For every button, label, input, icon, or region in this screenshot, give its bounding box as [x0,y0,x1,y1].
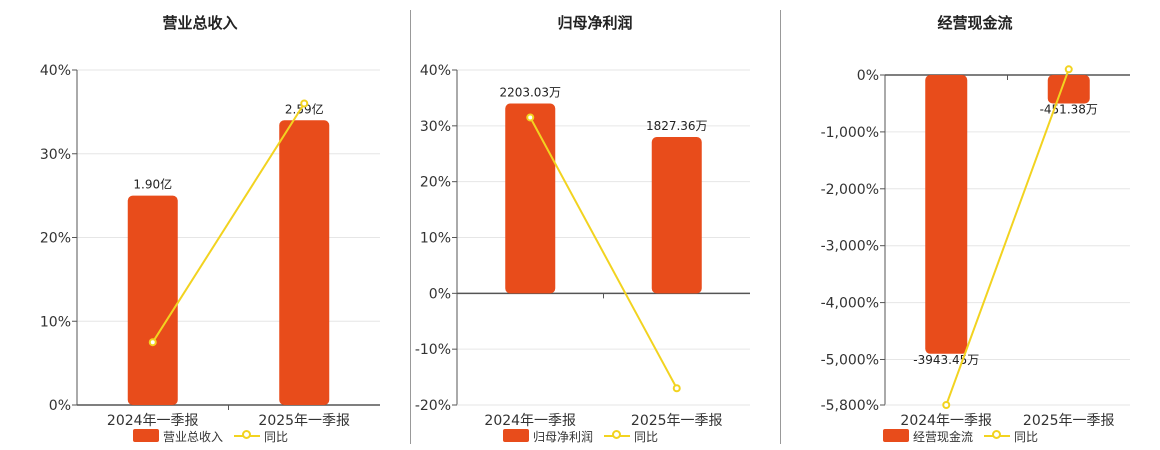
legend-bar-swatch [883,429,909,442]
legend: 营业总收入 同比 [0,427,400,445]
bar [127,195,178,405]
y-tick-label: 0% [429,286,451,302]
y-tick-label: 30% [40,147,71,163]
yoy-point [300,99,309,108]
y-tick-label: -2,000% [821,182,879,198]
legend-line-label: 同比 [264,430,289,444]
bar [925,75,968,354]
y-tick-label: 30% [420,119,451,135]
chart-panel-net-profit: 归母净利润 -20% -10% 0% 10% 20% 30% 40% 2203.03万 2024… [380,0,780,450]
y-tick-label: 40% [40,63,71,79]
x-category-label: 2025年一季报 [631,413,723,429]
yoy-point [1064,65,1073,74]
chart-title: 营业总收入 [162,14,238,32]
yoy-line [529,116,678,389]
panel-divider [410,10,411,444]
bar-data-label: 2203.03万 [499,86,561,100]
legend-line-marker-icon [242,430,251,439]
chart-svg: -20% -10% 0% 10% 20% 30% 40% 2203.03万 2024年一季报 18… [415,63,750,429]
bar-data-label: -451.38万 [1040,102,1098,116]
legend: 经营现金流 同比 [760,427,1160,445]
legend-bar-swatch [133,429,159,442]
y-tick-label: 0% [857,68,879,84]
y-tick-label: -1,000% [821,125,879,141]
legend-line-label: 同比 [1014,430,1039,444]
y-tick-label: 40% [420,63,451,79]
yoy-line [151,102,306,343]
legend-bar-label: 归母净利润 [533,430,594,444]
y-tick-label: -10% [415,342,451,358]
y-tick-label: 20% [420,175,451,191]
bar-data-label: 1.90亿 [133,177,172,192]
yoy-point [672,384,681,393]
chart-title: 归母净利润 [557,14,633,32]
x-category-label: 2024年一季报 [900,413,992,429]
legend-line-marker-icon [612,430,621,439]
chart-title: 经营现金流 [937,14,1013,32]
chart-panel-operating-cashflow: 经营现金流 -5,800% -5,000% -4,000% -3,000% -2,000… [760,0,1160,450]
y-tick-label: 0% [49,398,71,414]
yoy-point [526,113,535,122]
y-tick-label: -4,000% [821,296,879,312]
legend: 归母净利润 同比 [380,427,780,445]
yoy-line [945,68,1070,406]
bar-data-label: 1827.36万 [646,119,708,133]
x-category-label: 2024年一季报 [484,413,576,429]
y-tick-label: -5,000% [821,352,879,368]
chart-panel-revenue: 营业总收入 0% 10% 20% 30% 40% 1.90亿 2024年一季报 2.59亿 20… [0,0,400,450]
bar [1047,75,1090,104]
chart-svg: -5,800% -5,000% -4,000% -3,000% -2,000% -1,00… [821,65,1130,429]
legend-bar-label: 营业总收入 [163,430,224,444]
yoy-point [148,338,157,347]
legend-line-marker-icon [992,430,1001,439]
x-category-label: 2025年一季报 [1023,413,1115,429]
bar-data-label: -3943.45万 [913,353,979,367]
bar-data-label: 2.59亿 [285,101,324,116]
y-tick-label: -20% [415,398,451,414]
x-category-label: 2025年一季报 [258,413,350,429]
legend-bar-label: 经营现金流 [913,430,974,444]
y-tick-label: 10% [40,314,71,330]
panel-divider [780,10,781,444]
bar [505,103,556,294]
legend-line-label: 同比 [634,430,659,444]
bar [279,120,330,405]
y-tick-label: -5,800% [821,398,879,414]
bar [651,137,702,294]
chart-svg: 0% 10% 20% 30% 40% 1.90亿 2024年一季报 2.59亿 2025年一季报 [40,63,380,429]
yoy-point [942,401,951,409]
y-tick-label: 20% [40,231,71,247]
y-tick-label: 10% [420,231,451,247]
legend-bar-swatch [503,429,529,442]
y-tick-label: -3,000% [821,239,879,255]
x-category-label: 2024年一季报 [107,413,199,429]
